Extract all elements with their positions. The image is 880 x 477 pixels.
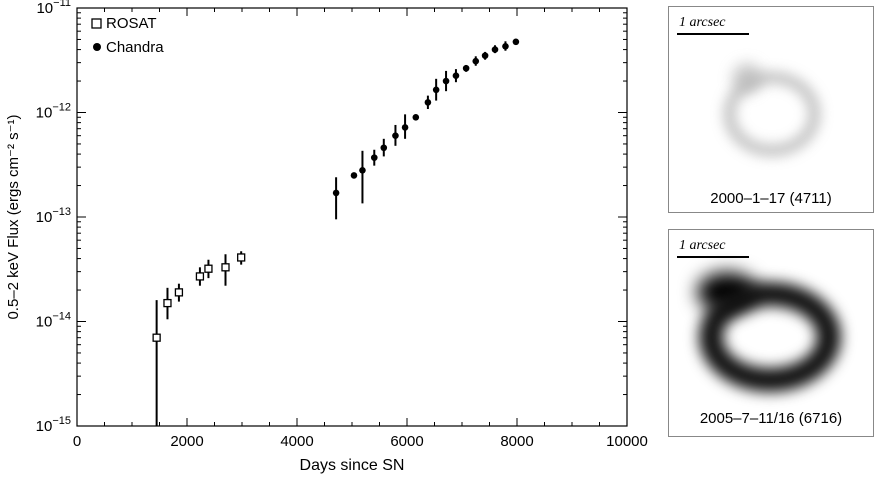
data-point-chandra [512, 38, 520, 46]
scale-bar [677, 33, 749, 35]
data-point-chandra [370, 154, 378, 161]
data-point-rosat [195, 272, 205, 281]
y-tick-label: 10−12 [36, 102, 71, 122]
image-caption: 2005–7–11/16 (6716) [699, 410, 843, 427]
data-point-chandra [462, 64, 470, 72]
image-caption: 2000–1–17 (4711) [710, 190, 832, 207]
scale-bar-label: 1 arcsec [679, 238, 726, 253]
x-tick-label: 10000 [606, 433, 648, 450]
legend-chandra-marker [93, 43, 101, 51]
remnant-image-ring-faint [723, 71, 821, 157]
y-axis-label: 0.5–2 keV Flux (ergs cm⁻² s⁻¹) [5, 114, 22, 319]
legend: ROSAT Chandra [91, 15, 164, 56]
data-point-chandra [491, 46, 499, 53]
y-tick-label: 10−15 [36, 415, 71, 435]
data-point-rosat [221, 263, 230, 272]
light-curve-chart: 0 2000 4000 6000 8000 10000 10−15 10−14 10−13 10−… [5, 0, 648, 474]
data-point-chandra [350, 172, 358, 179]
legend-rosat-marker [91, 18, 102, 29]
data-point-chandra [432, 86, 440, 94]
scale-bar [677, 256, 749, 258]
data-point-chandra [392, 132, 399, 139]
x-tick-label: 8000 [500, 433, 533, 450]
data-point-rosat [152, 333, 161, 342]
data-point-chandra [424, 99, 432, 106]
x-tick-label: 4000 [280, 433, 313, 450]
data-point-chandra [481, 52, 489, 59]
data-point-chandra [359, 166, 366, 174]
data-point-chandra [412, 113, 420, 121]
legend-rosat-label: ROSAT [106, 15, 157, 32]
remnant-image-ring-bright [699, 282, 841, 392]
scale-bar-label: 1 arcsec [679, 15, 726, 30]
data-point-rosat [163, 298, 172, 308]
data-point-rosat [204, 264, 213, 273]
x-axis-label: Days since SN [300, 457, 405, 474]
y-tick-label: 10−11 [36, 0, 71, 17]
plot-frame [76, 7, 628, 427]
y-tick-label: 10−13 [36, 206, 71, 226]
data-point-rosat [237, 253, 246, 262]
image-panel-2005: 1 arcsec 2005–7–11/16 (6716) [668, 229, 874, 437]
data-point-chandra [472, 57, 480, 65]
x-tick-label: 6000 [390, 433, 423, 450]
legend-chandra-label: Chandra [106, 39, 164, 56]
image-panel-2000: 1 arcsec 2000–1–17 (4711) [668, 6, 874, 213]
y-tick-label: 10−14 [36, 311, 71, 331]
data-point-chandra [332, 189, 340, 197]
data-point-chandra [442, 77, 450, 85]
x-tick-label: 0 [73, 433, 81, 450]
x-tick-label: 2000 [170, 433, 203, 450]
data-point-chandra [401, 124, 409, 131]
data-point-chandra [452, 72, 460, 79]
data-point-chandra [502, 43, 509, 50]
data-point-rosat [174, 288, 184, 297]
data-point-chandra [380, 144, 388, 152]
